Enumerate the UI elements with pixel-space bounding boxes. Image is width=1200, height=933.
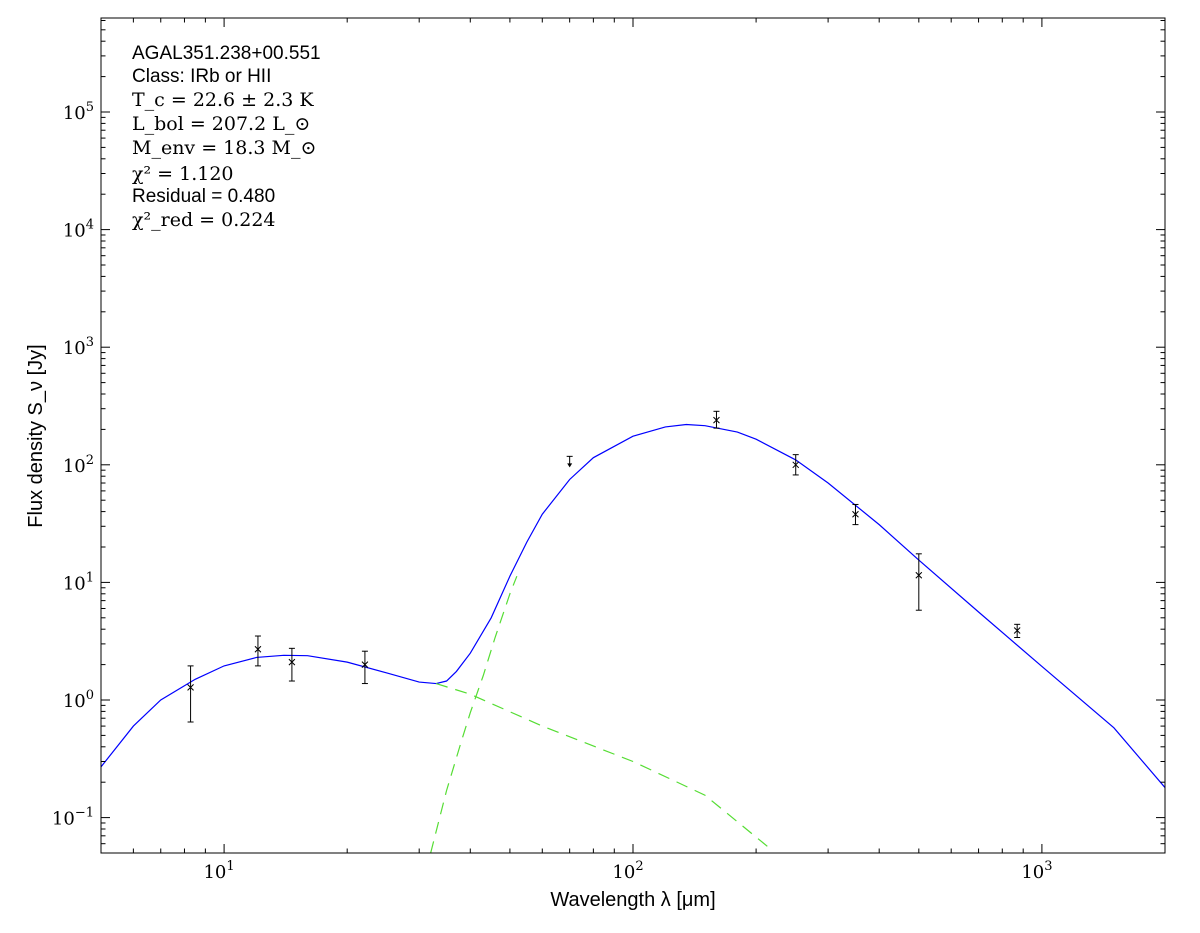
x-axis-label: Wavelength λ [μm] <box>550 889 715 911</box>
upper-limit-arrow <box>567 463 573 468</box>
data-point <box>361 650 369 685</box>
x-tick-label: 102 <box>612 859 643 883</box>
data-marker <box>288 658 296 666</box>
data-marker <box>915 571 923 579</box>
upper-limit <box>566 455 573 468</box>
data-marker <box>852 510 859 518</box>
data-marker <box>187 684 194 691</box>
data-point <box>792 454 800 476</box>
data-marker <box>361 661 369 668</box>
series-cold-component-line <box>430 575 518 853</box>
y-tick-label: 103 <box>63 335 94 359</box>
data-point <box>1013 623 1021 638</box>
y-tick-label: 104 <box>63 218 94 242</box>
data-point <box>713 410 720 429</box>
y-tick-label: 102 <box>63 453 94 477</box>
fit-curves <box>101 423 1165 853</box>
data-markers <box>187 410 1021 723</box>
y-tick-label: 100 <box>63 688 94 712</box>
data-point <box>254 635 262 667</box>
axis-ticks <box>100 18 1166 854</box>
data-point <box>852 503 859 526</box>
class-annotation: Class: IRb or HII <box>132 66 271 87</box>
y-tick-label: 105 <box>63 100 94 124</box>
y-tick-label: 10−1 <box>52 806 94 830</box>
y-tick-label: 101 <box>63 570 94 594</box>
annotation-block: AGAL351.238+00.551 Class: IRb or HII T_c… <box>132 43 321 231</box>
series-total-fit-line <box>101 423 1165 788</box>
data-marker <box>792 461 800 469</box>
series-warm-component-line <box>435 682 774 852</box>
axis-tick-labels: 101 102 103 10−1 100 101 102 103 104 105 <box>52 100 1053 883</box>
source-name-annotation: AGAL351.238+00.551 <box>132 43 321 64</box>
luminosity-annotation: L_bol = 207.2 L_⊙ <box>132 113 310 135</box>
y-axis-label: Flux density S_ν [Jy] <box>25 344 47 527</box>
x-tick-label: 103 <box>1021 859 1052 883</box>
temperature-annotation: T_c = 22.6 ± 2.3 K <box>132 89 314 111</box>
data-point <box>288 647 296 682</box>
data-point <box>187 665 194 723</box>
data-marker <box>254 645 262 653</box>
data-marker <box>713 416 720 424</box>
residual-annotation: Residual = 0.480 <box>132 186 275 207</box>
envelope-mass-annotation: M_env = 18.3 M_⊙ <box>132 137 316 159</box>
data-marker <box>1013 627 1021 634</box>
data-point <box>915 553 923 611</box>
x-tick-label: 101 <box>203 859 234 883</box>
chi2-annotation: χ² = 1.120 <box>132 163 234 185</box>
reduced-chi2-annotation: χ²_red = 0.224 <box>132 209 276 231</box>
